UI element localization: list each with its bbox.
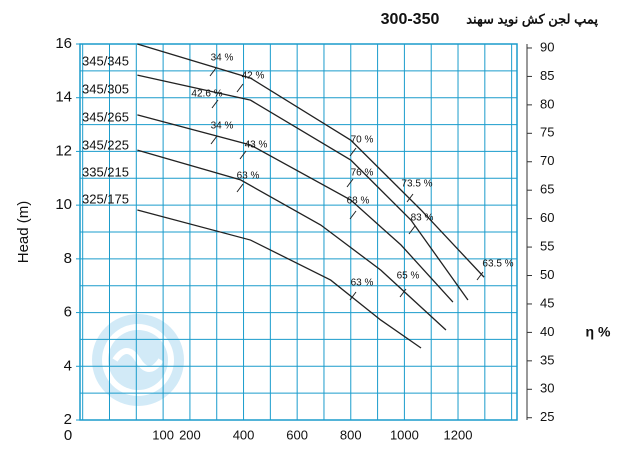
- efficiency-tick: [210, 135, 218, 145]
- y2-tick-label: 30: [540, 381, 554, 396]
- chart-title: پمپ لجن کش نوید سهند: [466, 11, 598, 27]
- efficiency-tick: [476, 271, 484, 281]
- x-tick-label: 1000: [390, 427, 419, 442]
- efficiency-label: 65 %: [397, 271, 420, 282]
- curve: [137, 43, 485, 278]
- efficiency-tick: [349, 291, 357, 301]
- efficiency-label: 73.5 %: [401, 179, 432, 190]
- y2-tick-label: 75: [540, 125, 554, 140]
- y2-tick-label: 40: [540, 324, 554, 339]
- efficiency-tick: [349, 147, 357, 157]
- y-tick-label: 12: [55, 142, 72, 159]
- efficiency-label: 63 %: [351, 278, 374, 289]
- efficiency-tick: [236, 83, 244, 93]
- curve: [137, 149, 447, 331]
- x-tick-label: 600: [286, 427, 308, 442]
- efficiency-tick: [346, 178, 354, 188]
- efficiency-tick: [399, 288, 407, 298]
- efficiency-label: 43 %: [245, 140, 268, 151]
- curve-label: 345/305: [82, 81, 129, 96]
- x-tick-label: 200: [179, 427, 201, 442]
- y-tick-label: 2: [64, 411, 72, 428]
- efficiency-label: 34 %: [211, 121, 234, 132]
- curve-label: 325/175: [82, 191, 129, 206]
- y-axis-label: Head (m): [15, 201, 32, 264]
- efficiency-label: 63 %: [237, 171, 260, 182]
- logo: [92, 314, 184, 406]
- efficiency-tick: [349, 210, 357, 220]
- curve: [137, 114, 454, 303]
- efficiency-tick: [239, 150, 247, 160]
- efficiency-tick: [209, 67, 217, 77]
- chart-subtitle: 300-350: [381, 11, 440, 28]
- efficiency-tick: [406, 193, 414, 203]
- efficiency-label: 83 %: [411, 213, 434, 224]
- y2-tick-label: 35: [540, 352, 554, 367]
- y2-tick-label: 55: [540, 239, 554, 254]
- curve-label: 345/225: [82, 137, 129, 152]
- y-tick-label: 14: [55, 89, 72, 106]
- y-tick-label: 4: [64, 357, 72, 374]
- efficiency-tick: [408, 225, 416, 235]
- curve: [137, 209, 422, 349]
- efficiency-label: 68 %: [347, 196, 370, 207]
- efficiency-tick: [236, 183, 244, 193]
- x-tick-label: 100: [152, 427, 174, 442]
- y-tick-label: 10: [55, 196, 72, 213]
- x-tick-label: 1200: [444, 427, 473, 442]
- efficiency-label: 34 %: [211, 53, 234, 64]
- y2-tick-label: 50: [540, 267, 554, 282]
- x-tick-label: 800: [340, 427, 362, 442]
- curve-label: 345/345: [82, 53, 129, 68]
- efficiency-label: 76 %: [351, 168, 374, 179]
- curve: [137, 74, 469, 301]
- efficiency-tick: [211, 99, 219, 109]
- y2-tick-label: 45: [540, 295, 554, 310]
- efficiency-label: 70 %: [351, 135, 374, 146]
- y2-tick-label: 65: [540, 182, 554, 197]
- y2-axis-label: η %: [586, 324, 611, 340]
- y-tick-label: 16: [55, 35, 72, 52]
- y2-tick-label: 60: [540, 210, 554, 225]
- plot-frame: [79, 43, 518, 421]
- y-tick-label: 8: [64, 250, 72, 267]
- y2-tick-label: 70: [540, 153, 554, 168]
- curve-label: 335/215: [82, 164, 129, 179]
- origin-label: 0: [64, 427, 72, 444]
- y2-tick-label: 85: [540, 68, 554, 83]
- y2-tick-label: 90: [540, 39, 554, 54]
- efficiency-label: 42 %: [242, 71, 265, 82]
- x-tick-label: 400: [233, 427, 255, 442]
- curve-label: 345/265: [82, 109, 129, 124]
- y-tick-label: 6: [64, 304, 72, 321]
- efficiency-label: 42.6 %: [191, 89, 222, 100]
- y2-tick-label: 80: [540, 96, 554, 111]
- y2-tick-label: 25: [540, 409, 554, 424]
- efficiency-label: 63.5 %: [482, 259, 513, 270]
